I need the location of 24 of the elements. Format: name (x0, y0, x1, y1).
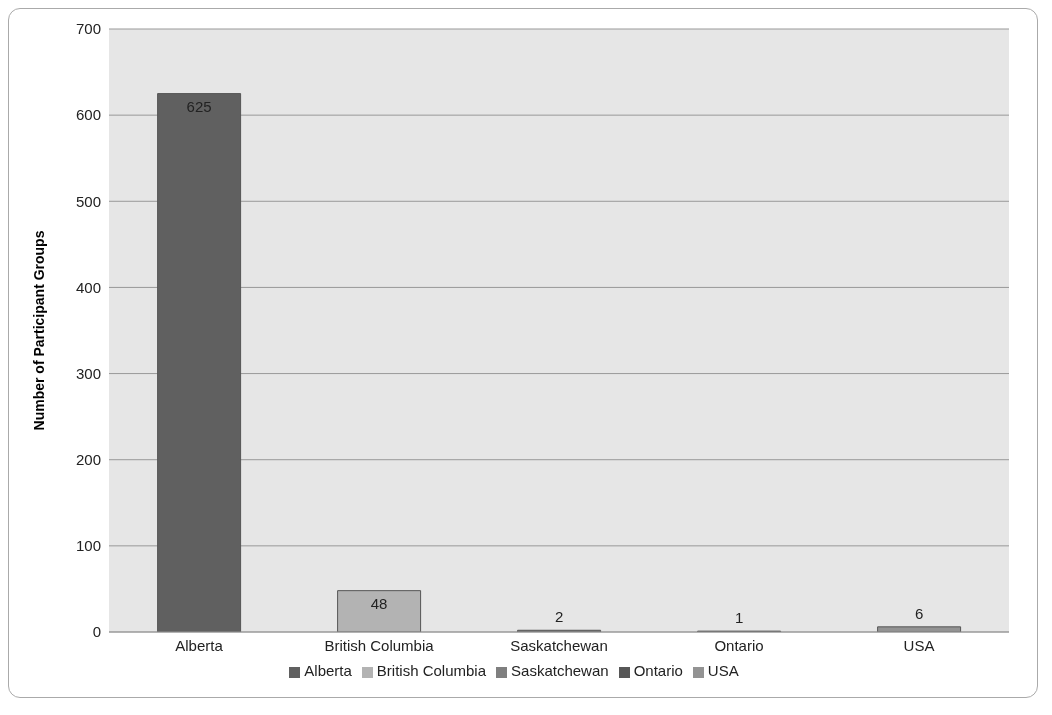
y-tick-label: 500 (75, 192, 101, 210)
y-tick-label: 700 (75, 20, 101, 38)
x-tick-label: British Columbia (324, 636, 435, 654)
x-tick-label: USA (903, 636, 935, 654)
y-tick-label: 100 (75, 537, 101, 555)
data-label: 625 (186, 97, 212, 115)
legend-label: British Columbia (376, 662, 487, 679)
data-label: 1 (734, 609, 744, 627)
legend-label: Saskatchewan (511, 662, 609, 679)
x-tick-label: Saskatchewan (510, 636, 608, 654)
y-axis-title: Number of Participant Groups (30, 230, 47, 431)
legend-label: Alberta (304, 662, 352, 679)
legend-label: USA (707, 662, 739, 679)
y-tick-label: 200 (75, 451, 101, 469)
data-label: 6 (914, 604, 924, 622)
y-tick-label: 600 (75, 106, 101, 124)
y-tick-label: 300 (75, 364, 101, 382)
data-label: 2 (554, 608, 564, 626)
x-tick-label: Alberta (175, 636, 224, 654)
y-tick-label: 0 (92, 623, 101, 641)
x-tick-label: Ontario (714, 636, 764, 654)
data-label: 48 (370, 594, 388, 612)
y-tick-label: 400 (75, 278, 101, 296)
legend-label: Ontario (633, 662, 683, 679)
